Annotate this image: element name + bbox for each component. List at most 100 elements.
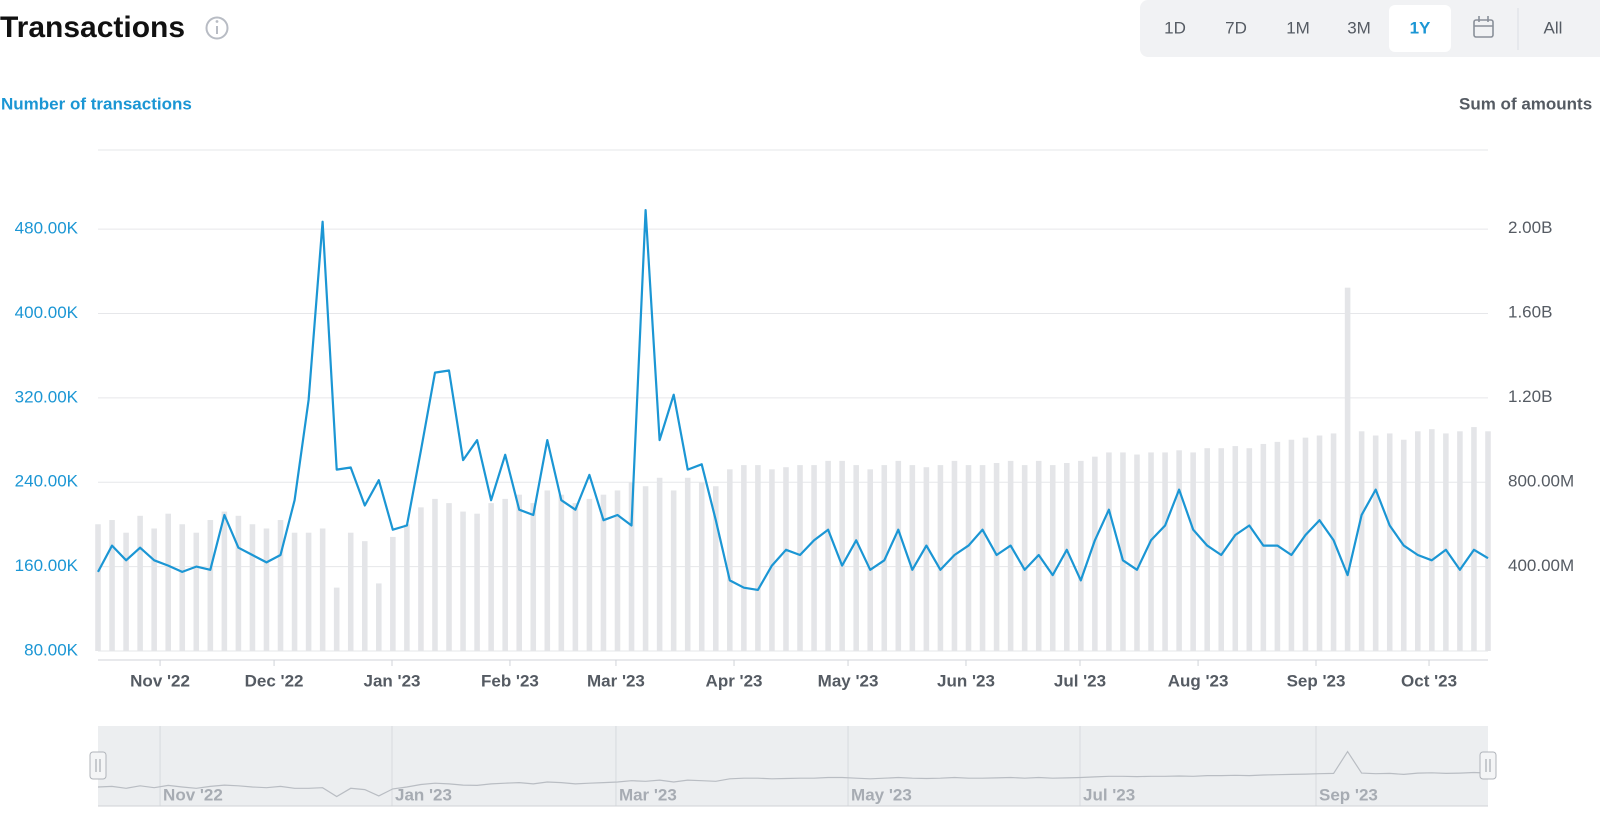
amount-bar — [207, 520, 214, 652]
range-button[interactable]: 1D — [1164, 18, 1186, 37]
amount-bar — [1344, 287, 1351, 652]
range-button-selected-bg — [1389, 5, 1451, 52]
amount-bar — [263, 528, 270, 652]
amount-bar — [600, 494, 607, 652]
page-title: Transactions — [0, 11, 185, 44]
amount-bar — [1485, 431, 1491, 652]
amount-bar — [1443, 433, 1449, 652]
x-tick-label: Mar '23 — [587, 671, 645, 690]
y-tick-label: 240.00K — [15, 472, 79, 491]
amount-bar — [1092, 456, 1098, 652]
y-tick-label: 400.00K — [15, 303, 79, 322]
amount-bar — [909, 465, 916, 652]
amount-bar — [1302, 437, 1309, 652]
amount-bar — [993, 462, 1000, 652]
amount-bar — [249, 524, 256, 652]
amount-bar — [698, 482, 705, 652]
amount-bar — [109, 520, 115, 652]
amount-bar — [193, 532, 200, 652]
amount-bar — [1429, 429, 1435, 652]
info-icon[interactable] — [205, 16, 229, 40]
navigator-label: Mar '23 — [619, 785, 677, 804]
amount-bar — [1232, 446, 1239, 652]
x-tick-label: May '23 — [818, 671, 879, 690]
y2-tick-label: 2.00B — [1508, 218, 1552, 237]
amount-bar — [670, 490, 677, 652]
amount-bar — [418, 507, 424, 652]
amount-bar — [460, 511, 466, 652]
navigator-label: Sep '23 — [1319, 785, 1378, 804]
amount-bar — [853, 465, 859, 652]
amount-bar — [404, 524, 410, 652]
amount-bar — [151, 528, 157, 652]
y2-tick-label: 1.60B — [1508, 302, 1552, 321]
x-tick-label: Oct '23 — [1401, 671, 1457, 690]
amount-bar — [123, 532, 129, 652]
y-tick-label: 480.00K — [15, 219, 79, 238]
amount-bar — [839, 460, 845, 652]
amount-bar — [502, 498, 508, 652]
y2-tick-label: 400.00M — [1508, 556, 1574, 575]
amount-bar — [684, 477, 691, 652]
amount-bar — [1316, 435, 1323, 652]
amount-bar — [1049, 465, 1056, 652]
calendar-button[interactable] — [1473, 16, 1494, 38]
amount-bar — [474, 513, 480, 652]
amount-bar — [137, 515, 143, 652]
amount-bar — [530, 503, 537, 652]
amount-bar — [825, 460, 831, 652]
navigator-label: Jan '23 — [395, 785, 452, 804]
range-button[interactable]: 3M — [1347, 18, 1371, 37]
amount-bar — [572, 503, 579, 652]
amount-bar — [376, 583, 382, 652]
amount-bar — [390, 536, 396, 652]
amount-bar — [305, 532, 312, 652]
amount-bar — [937, 465, 944, 652]
amount-bar — [1190, 452, 1196, 652]
amount-bar — [291, 532, 298, 652]
amount-bar — [783, 467, 789, 652]
amount-bar — [1415, 431, 1421, 652]
amount-bar — [769, 469, 775, 652]
amount-bar — [811, 465, 817, 652]
amount-bar — [1457, 431, 1463, 652]
transactions-line — [97, 209, 1489, 591]
navigator-handle[interactable] — [1479, 751, 1497, 780]
amount-bar — [544, 490, 551, 652]
amount-bar — [1021, 465, 1028, 652]
amount-bar — [558, 494, 565, 652]
range-button[interactable]: All — [1544, 18, 1563, 37]
range-button[interactable]: 7D — [1225, 18, 1247, 37]
amount-bar — [432, 498, 438, 652]
amount-bar — [1148, 452, 1154, 652]
amount-bar — [1120, 452, 1126, 652]
amount-bar — [979, 465, 986, 652]
navigator-line — [97, 750, 1489, 798]
range-button[interactable]: 1M — [1286, 18, 1310, 37]
range-button[interactable]: 1Y — [1410, 18, 1431, 37]
amount-bar — [488, 503, 494, 652]
amount-bar — [1176, 450, 1182, 652]
amount-bar — [1218, 448, 1225, 652]
x-tick-label: Aug '23 — [1168, 671, 1229, 690]
amount-bar — [347, 532, 354, 652]
amount-bar — [1162, 452, 1168, 652]
range-panel — [1140, 0, 1600, 57]
y-tick-label: 80.00K — [24, 641, 79, 660]
amount-bar — [727, 469, 733, 652]
amount-bar — [1134, 454, 1140, 652]
amount-bar — [1386, 433, 1393, 652]
navigator-label: May '23 — [851, 785, 912, 804]
amount-bar — [642, 486, 649, 652]
y2-tick-label: 800.00M — [1508, 471, 1574, 490]
amount-bar — [333, 587, 340, 652]
amount-bar — [361, 541, 368, 652]
x-tick-label: Dec '22 — [245, 671, 304, 690]
amount-bar — [797, 465, 803, 652]
amount-bar — [741, 465, 747, 652]
navigator-handle[interactable] — [89, 751, 107, 780]
amount-bar — [1260, 443, 1267, 652]
y2-axis-title: Sum of amounts — [1459, 94, 1592, 113]
amount-bar — [95, 524, 101, 652]
x-tick-label: Nov '22 — [130, 671, 190, 690]
